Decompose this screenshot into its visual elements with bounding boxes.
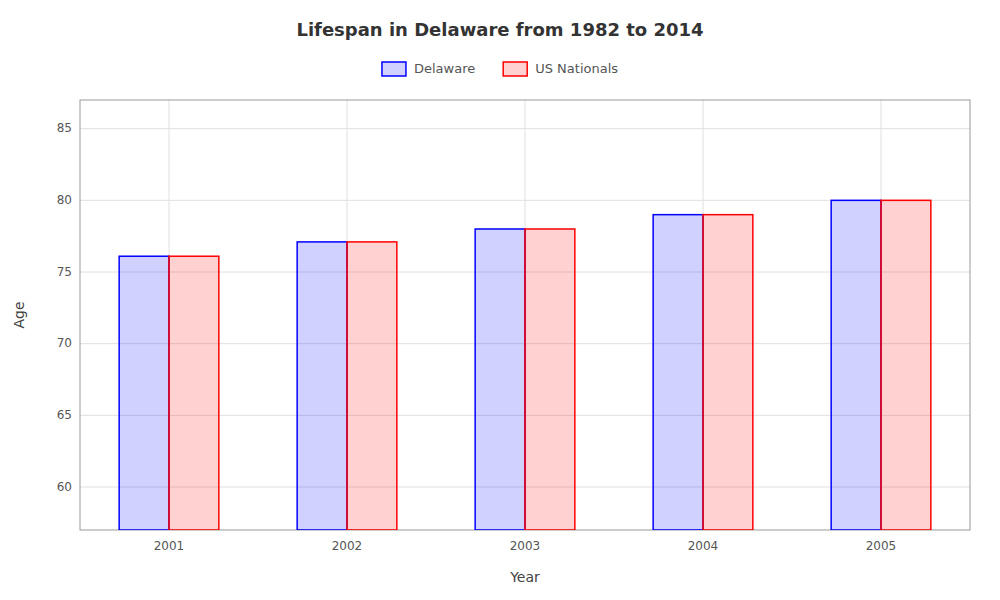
bars: [119, 200, 931, 530]
y-tick-label: 85: [57, 121, 72, 135]
bar: [347, 242, 397, 530]
chart-container: 60 65 70 75 80 85 2001 2002 2003 2004 2005 Year Age L…: [0, 0, 1000, 600]
plot-frame: [80, 100, 970, 530]
y-axis-label: Age: [11, 301, 27, 328]
bar: [831, 200, 881, 530]
y-tick-label: 70: [57, 336, 72, 350]
x-tick-label: 2005: [866, 539, 897, 553]
bar: [653, 215, 703, 530]
legend-label: US Nationals: [535, 61, 618, 76]
y-tick-label: 65: [57, 408, 72, 422]
x-tick-label: 2002: [332, 539, 363, 553]
x-tick-label: 2004: [688, 539, 719, 553]
bar: [703, 215, 753, 530]
legend-swatch: [382, 62, 406, 76]
bar: [119, 256, 169, 530]
bar: [169, 256, 219, 530]
legend-swatch: [503, 62, 527, 76]
x-tick-label: 2003: [510, 539, 541, 553]
bar: [475, 229, 525, 530]
y-tick-label: 75: [57, 265, 72, 279]
x-axis-label: Year: [509, 569, 540, 585]
legend-label: Delaware: [414, 61, 475, 76]
legend-item: US Nationals: [503, 61, 618, 77]
bar: [525, 229, 575, 530]
legend-item: Delaware: [382, 61, 475, 77]
x-tick-label: 2001: [154, 539, 185, 553]
bar: [297, 242, 347, 530]
title: Lifespan in Delaware from 1982 to 2014: [296, 19, 703, 40]
y-tick-label: 80: [57, 193, 72, 207]
grid: [80, 100, 970, 530]
y-tick-label: 60: [57, 480, 72, 494]
bar: [881, 200, 931, 530]
legend: Delaware US Nationals: [382, 61, 618, 77]
chart: 60 65 70 75 80 85 2001 2002 2003 2004 2005 Year Age L…: [0, 0, 1000, 600]
